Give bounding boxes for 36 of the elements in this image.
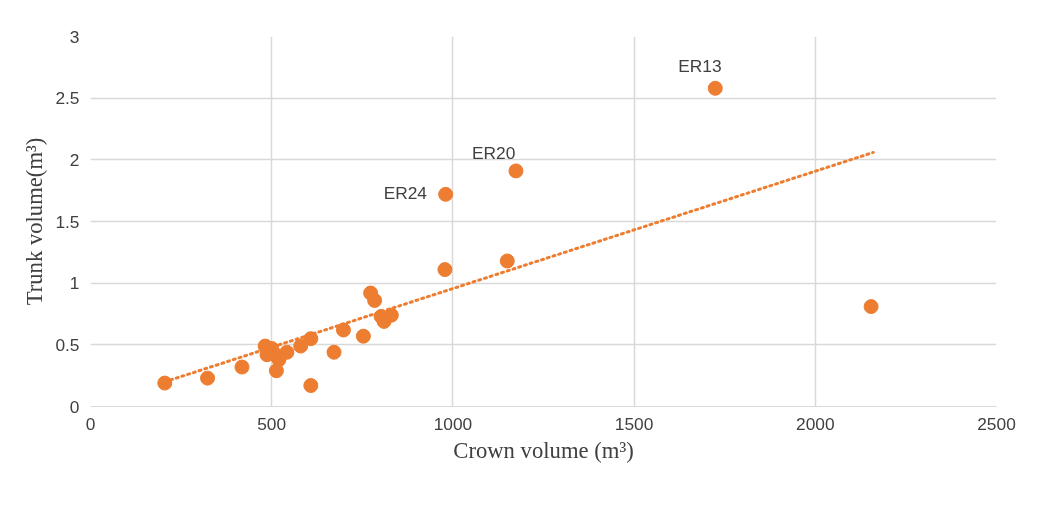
point [335, 322, 351, 338]
y-tick-label: 0.5 [55, 334, 80, 355]
x-tick-label: 1500 [614, 413, 654, 434]
point [438, 186, 454, 202]
point [707, 80, 723, 96]
point [293, 338, 309, 354]
y-tick-label: 2.5 [55, 88, 80, 109]
point [157, 375, 173, 391]
point [499, 253, 515, 269]
x-axis-title: Crown volume (m³) [453, 437, 634, 463]
annotation: ER24 [383, 183, 428, 204]
point [437, 262, 453, 278]
point [234, 359, 250, 375]
point [303, 378, 319, 394]
y-tick-label: 1 [69, 273, 80, 294]
point [279, 344, 295, 360]
y-tick-label: 1.5 [55, 211, 80, 232]
annotation: ER13 [678, 56, 722, 77]
point [863, 299, 879, 315]
point [355, 328, 371, 344]
point [508, 163, 524, 179]
y-tick-label: 2 [69, 149, 80, 170]
point [367, 292, 383, 308]
y-tick-label: 3 [69, 26, 80, 47]
x-tick-label: 2500 [977, 413, 1016, 434]
x-tick-label: 500 [257, 413, 287, 434]
point [326, 344, 342, 360]
x-tick-label: 0 [85, 413, 96, 434]
x-tick-label: 2000 [796, 413, 835, 434]
point [268, 363, 284, 379]
point [200, 370, 216, 386]
x-tick-label: 1000 [433, 413, 473, 434]
y-tick-label: 0 [69, 396, 80, 417]
annotation: ER20 [471, 142, 516, 163]
y-axis-title: Trunk volume(m³) [22, 137, 48, 306]
point [383, 307, 399, 323]
